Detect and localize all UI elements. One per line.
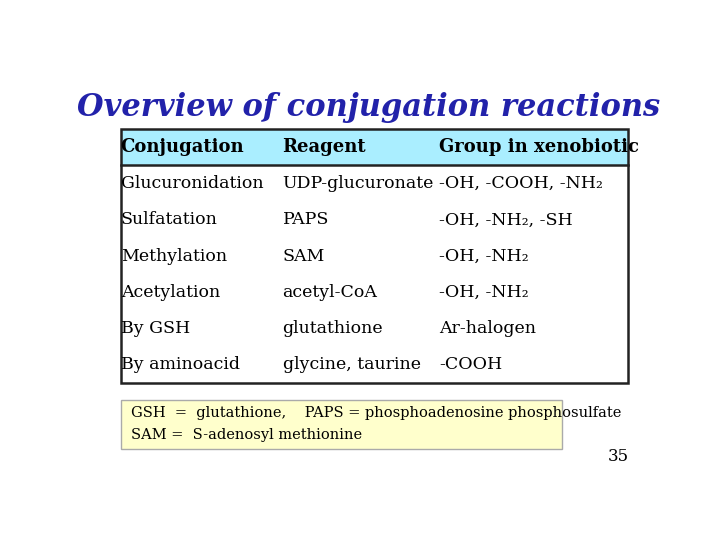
Text: -COOH: -COOH [438,356,502,373]
Text: SAM =  S-adenosyl methionine: SAM = S-adenosyl methionine [131,428,362,442]
Text: Reagent: Reagent [282,138,366,157]
Text: By GSH: By GSH [121,320,190,337]
Text: Acetylation: Acetylation [121,284,220,301]
Text: -OH, -NH₂, -SH: -OH, -NH₂, -SH [438,211,572,228]
Text: glutathione: glutathione [282,320,383,337]
Text: Sulfatation: Sulfatation [121,211,217,228]
Text: GSH  =  glutathione,    PAPS = phosphoadenosine phosphosulfate: GSH = glutathione, PAPS = phosphoadenosi… [131,407,621,421]
Bar [121,129,629,165]
Text: Glucuronidation: Glucuronidation [121,175,264,192]
Text: Ar-halogen: Ar-halogen [438,320,536,337]
Text: -OH, -NH₂: -OH, -NH₂ [438,284,528,301]
Text: PAPS: PAPS [282,211,329,228]
Text: 35: 35 [608,448,629,465]
Text: SAM: SAM [282,247,325,265]
Text: -OH, -NH₂: -OH, -NH₂ [438,247,528,265]
Text: glycine, taurine: glycine, taurine [282,356,420,373]
Text: UDP-glucuronate: UDP-glucuronate [282,175,434,192]
Text: By aminoacid: By aminoacid [121,356,240,373]
Text: Methylation: Methylation [121,247,227,265]
Text: acetyl-CoA: acetyl-CoA [282,284,377,301]
Text: Conjugation: Conjugation [121,138,244,157]
Text: -OH, -COOH, -NH₂: -OH, -COOH, -NH₂ [438,175,603,192]
Text: Group in xenobiotic: Group in xenobiotic [438,138,639,157]
Text: Overview of conjugation reactions: Overview of conjugation reactions [78,92,660,123]
